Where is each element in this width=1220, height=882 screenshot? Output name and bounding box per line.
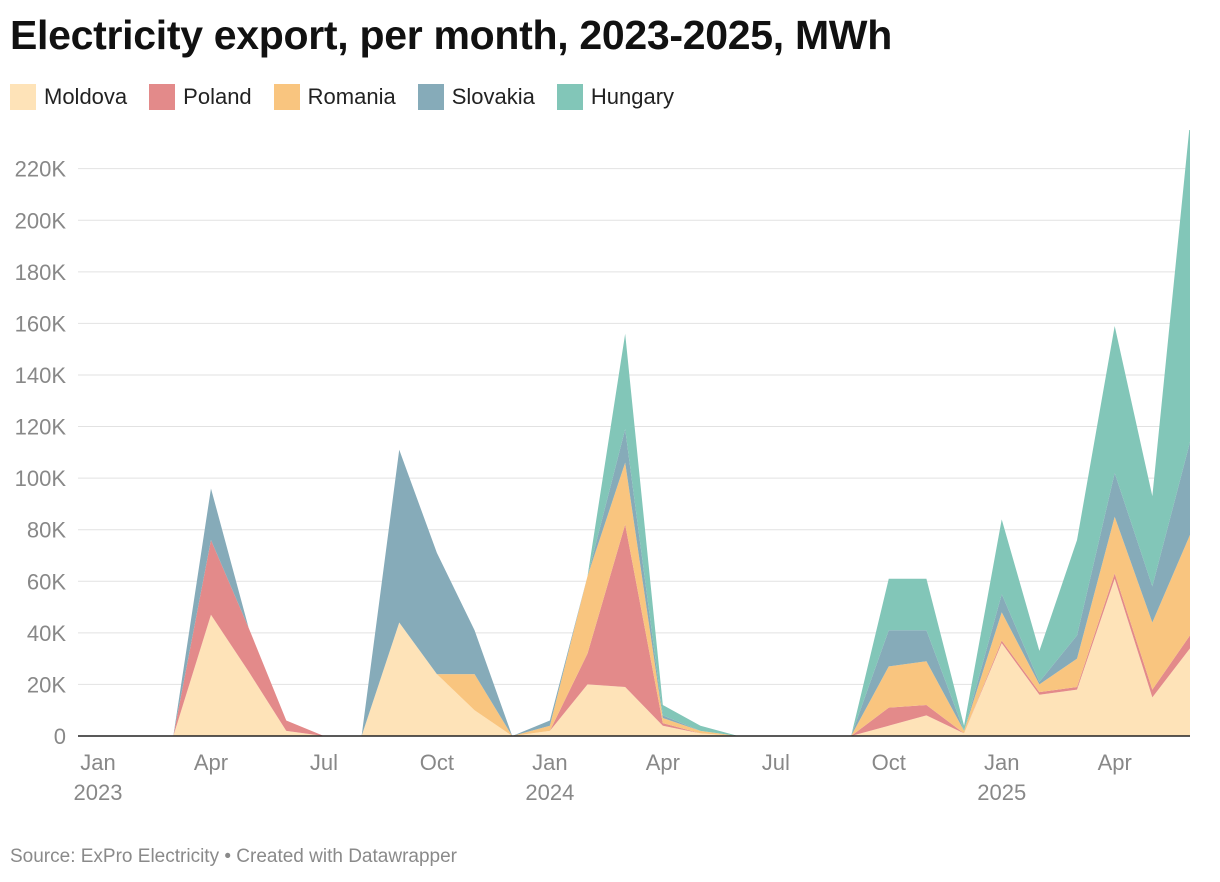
y-tick-label: 20K: [27, 672, 66, 697]
y-tick-label: 120K: [15, 415, 67, 440]
area-slovakia: [98, 429, 1190, 736]
legend-item-hungary: Hungary: [556, 84, 675, 110]
area-poland: [98, 524, 1190, 736]
legend-swatch-poland: [149, 84, 176, 110]
y-tick-label: 200K: [15, 208, 67, 233]
legend: Moldova Poland Romania Slovakia Hungary: [10, 84, 696, 110]
x-tick-year-label: 2024: [525, 780, 574, 805]
y-tick-label: 100K: [15, 466, 67, 491]
y-tick-label: 60K: [27, 569, 66, 594]
chart-title: Electricity export, per month, 2023-2025…: [10, 12, 892, 58]
x-tick-label: Apr: [194, 750, 228, 775]
x-tick-label: Jan: [532, 750, 567, 775]
x-tick-label: Jul: [762, 750, 790, 775]
x-tick-label: Jan: [80, 750, 115, 775]
y-tick-label: 220K: [15, 157, 67, 182]
legend-label-moldova: Moldova: [44, 84, 128, 109]
y-tick-label: 180K: [15, 260, 67, 285]
legend-item-moldova: Moldova: [10, 84, 127, 110]
y-axis-tick-labels: 0 20K 40K 60K 80K 100K 120K 140K 160K 180K 200K 220…: [15, 157, 67, 749]
area-romania: [98, 462, 1190, 736]
x-tick-label: Oct: [872, 750, 906, 775]
legend-swatch-romania: [273, 84, 300, 110]
area-hungary: [98, 130, 1190, 736]
legend-swatch-slovakia: [417, 84, 444, 110]
area-moldova: [98, 578, 1190, 736]
x-tick-label: Apr: [646, 750, 680, 775]
x-tick-label: Jan: [984, 750, 1019, 775]
stacked-area-chart: 0 20K 40K 60K 80K 100K 120K 140K 160K 180K 200K 220…: [15, 130, 1190, 805]
y-tick-label: 40K: [27, 621, 66, 646]
y-tick-label: 140K: [15, 363, 67, 388]
legend-label-hungary: Hungary: [590, 84, 675, 109]
legend-item-romania: Romania: [273, 84, 396, 110]
legend-label-poland: Poland: [183, 84, 252, 109]
y-tick-label: 160K: [15, 311, 67, 336]
y-tick-label: 0: [54, 724, 66, 749]
legend-item-poland: Poland: [149, 84, 252, 110]
x-axis-tick-labels: Jan 2023 Apr Jul Oct Jan 2024 Apr Jul Oct Jan 2025 A…: [74, 750, 1132, 805]
legend-label-romania: Romania: [307, 84, 396, 109]
x-tick-label: Jul: [310, 750, 338, 775]
legend-swatch-moldova: [10, 84, 36, 110]
area-series: [98, 130, 1190, 736]
source-footer: Source: ExPro Electricity • Created with…: [10, 846, 457, 867]
x-tick-label: Oct: [420, 750, 454, 775]
x-tick-year-label: 2023: [74, 780, 123, 805]
legend-swatch-hungary: [556, 84, 583, 110]
legend-label-slovakia: Slovakia: [451, 84, 535, 109]
legend-item-slovakia: Slovakia: [417, 84, 535, 110]
x-tick-year-label: 2025: [977, 780, 1026, 805]
x-tick-label: Apr: [1098, 750, 1132, 775]
y-tick-label: 80K: [27, 518, 66, 543]
